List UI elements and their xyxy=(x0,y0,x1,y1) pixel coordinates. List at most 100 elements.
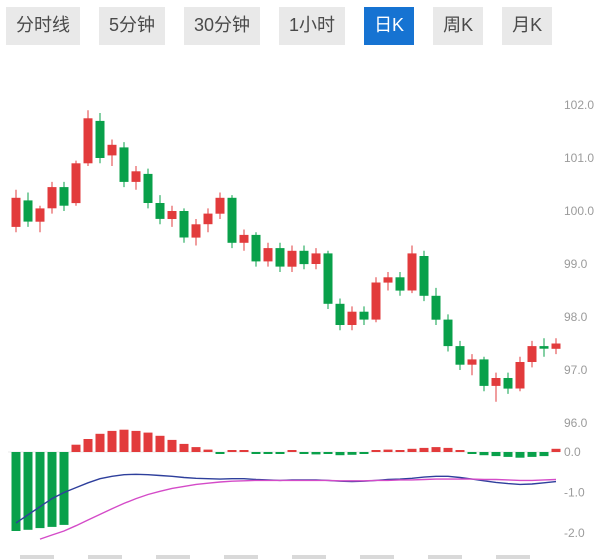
macd-histogram-bar xyxy=(131,430,141,452)
macd-histogram-bar xyxy=(335,452,345,456)
macd-histogram-bar xyxy=(287,450,297,452)
tab-time-share-line[interactable]: 分时线 xyxy=(6,7,80,45)
macd-histogram-bar xyxy=(431,447,441,452)
candle-body xyxy=(347,311,357,325)
macd-histogram-bar xyxy=(119,429,129,452)
candle-body xyxy=(119,147,129,182)
candle-body xyxy=(179,211,189,238)
price-axis-label: 100.0 xyxy=(564,204,594,218)
candle-body xyxy=(11,197,21,227)
macd-histogram-bar xyxy=(155,435,165,452)
macd-histogram-bar xyxy=(203,449,213,452)
macd-histogram-bar xyxy=(35,452,45,529)
candle-body xyxy=(251,234,261,262)
macd-histogram-bar xyxy=(107,430,117,452)
price-axis-label: 96.0 xyxy=(564,416,588,430)
x-axis-label-cutoff xyxy=(360,555,394,559)
candle-body xyxy=(299,250,309,265)
candle-body xyxy=(47,187,57,209)
candle-body xyxy=(191,224,201,238)
macd-histogram-bar xyxy=(455,450,465,452)
candle-body xyxy=(59,187,69,206)
macd-histogram-bar xyxy=(323,452,333,454)
candle-body xyxy=(167,211,177,219)
candle-body xyxy=(431,295,441,320)
macd-dea-line xyxy=(39,478,557,540)
x-axis-label-cutoff xyxy=(88,555,122,559)
candle-body xyxy=(71,163,81,204)
macd-histogram-bar xyxy=(479,452,489,456)
tab-weekly-k[interactable]: 周K xyxy=(433,7,484,45)
macd-histogram-bar xyxy=(251,452,261,454)
macd-histogram-bar xyxy=(275,452,285,454)
macd-histogram-bar xyxy=(551,448,561,452)
price-axis-label: 97.0 xyxy=(564,363,588,377)
candle-body xyxy=(395,277,405,291)
x-axis-label-cutoff xyxy=(428,555,462,559)
price-axis-label: 101.0 xyxy=(564,151,594,165)
candle-body xyxy=(503,378,513,389)
macd-histogram-bar xyxy=(527,452,537,457)
macd-histogram-bar xyxy=(467,452,477,454)
candle-body xyxy=(35,208,45,222)
candle-body xyxy=(155,203,165,219)
macd-histogram-bar xyxy=(11,452,21,531)
candle-body xyxy=(275,248,285,267)
macd-histogram-bar xyxy=(347,452,357,455)
macd-histogram-bar xyxy=(515,452,525,458)
candle-body xyxy=(359,311,369,320)
macd-histogram-bar xyxy=(83,439,93,452)
candle-body xyxy=(107,144,117,156)
candle-body xyxy=(551,343,561,349)
macd-histogram-bar xyxy=(419,447,429,452)
candle-body xyxy=(479,359,489,386)
macd-histogram-bar xyxy=(167,439,177,452)
timeframe-tab-bar: 分时线 5分钟 30分钟 1小时 日K 周K 月K xyxy=(6,7,598,45)
macd-histogram-bar xyxy=(359,452,369,454)
candle-body xyxy=(491,378,501,386)
price-axis-label: 99.0 xyxy=(564,257,588,271)
x-axis-label-cutoff xyxy=(292,555,326,559)
candle-body xyxy=(287,250,297,267)
candle-body xyxy=(527,346,537,362)
candle-body xyxy=(131,171,141,182)
macd-histogram-bar xyxy=(263,452,273,454)
candle-body xyxy=(383,277,393,283)
tab-daily-k[interactable]: 日K xyxy=(364,7,415,45)
macd-histogram-bar xyxy=(407,448,417,452)
price-axis-label: 102.0 xyxy=(564,98,594,112)
macd-histogram-bar xyxy=(71,444,81,452)
tab-5min[interactable]: 5分钟 xyxy=(99,7,166,45)
x-axis-label-cutoff xyxy=(20,555,54,559)
macd-histogram-bar xyxy=(395,450,405,452)
macd-histogram-bar xyxy=(371,450,381,452)
candle-body xyxy=(23,200,33,222)
tab-30min[interactable]: 30分钟 xyxy=(184,7,261,45)
candle-body xyxy=(335,303,345,325)
macd-histogram-bar xyxy=(383,449,393,452)
candle-body xyxy=(455,346,465,365)
candle-body xyxy=(311,253,321,264)
x-axis-label-cutoff xyxy=(156,555,190,559)
macd-histogram-bar xyxy=(179,443,189,452)
macd-histogram-bar xyxy=(491,452,501,457)
macd-histogram-bar xyxy=(215,452,225,454)
tab-monthly-k[interactable]: 月K xyxy=(502,7,553,45)
candle-body xyxy=(407,253,417,291)
macd-histogram-bar xyxy=(191,447,201,452)
candle-body xyxy=(227,197,237,243)
candle-body xyxy=(539,346,549,349)
candle-body xyxy=(371,282,381,320)
macd-histogram-bar xyxy=(443,447,453,452)
candle-body xyxy=(263,248,273,262)
macd-histogram-bar xyxy=(47,452,57,527)
candle-body xyxy=(323,253,333,304)
tab-1hour[interactable]: 1小时 xyxy=(279,7,346,45)
candle-body xyxy=(467,359,477,365)
macd-histogram-bar xyxy=(227,450,237,452)
candle-body xyxy=(83,118,93,164)
candle-body xyxy=(239,234,249,243)
x-axis-label-cutoff xyxy=(496,555,530,559)
